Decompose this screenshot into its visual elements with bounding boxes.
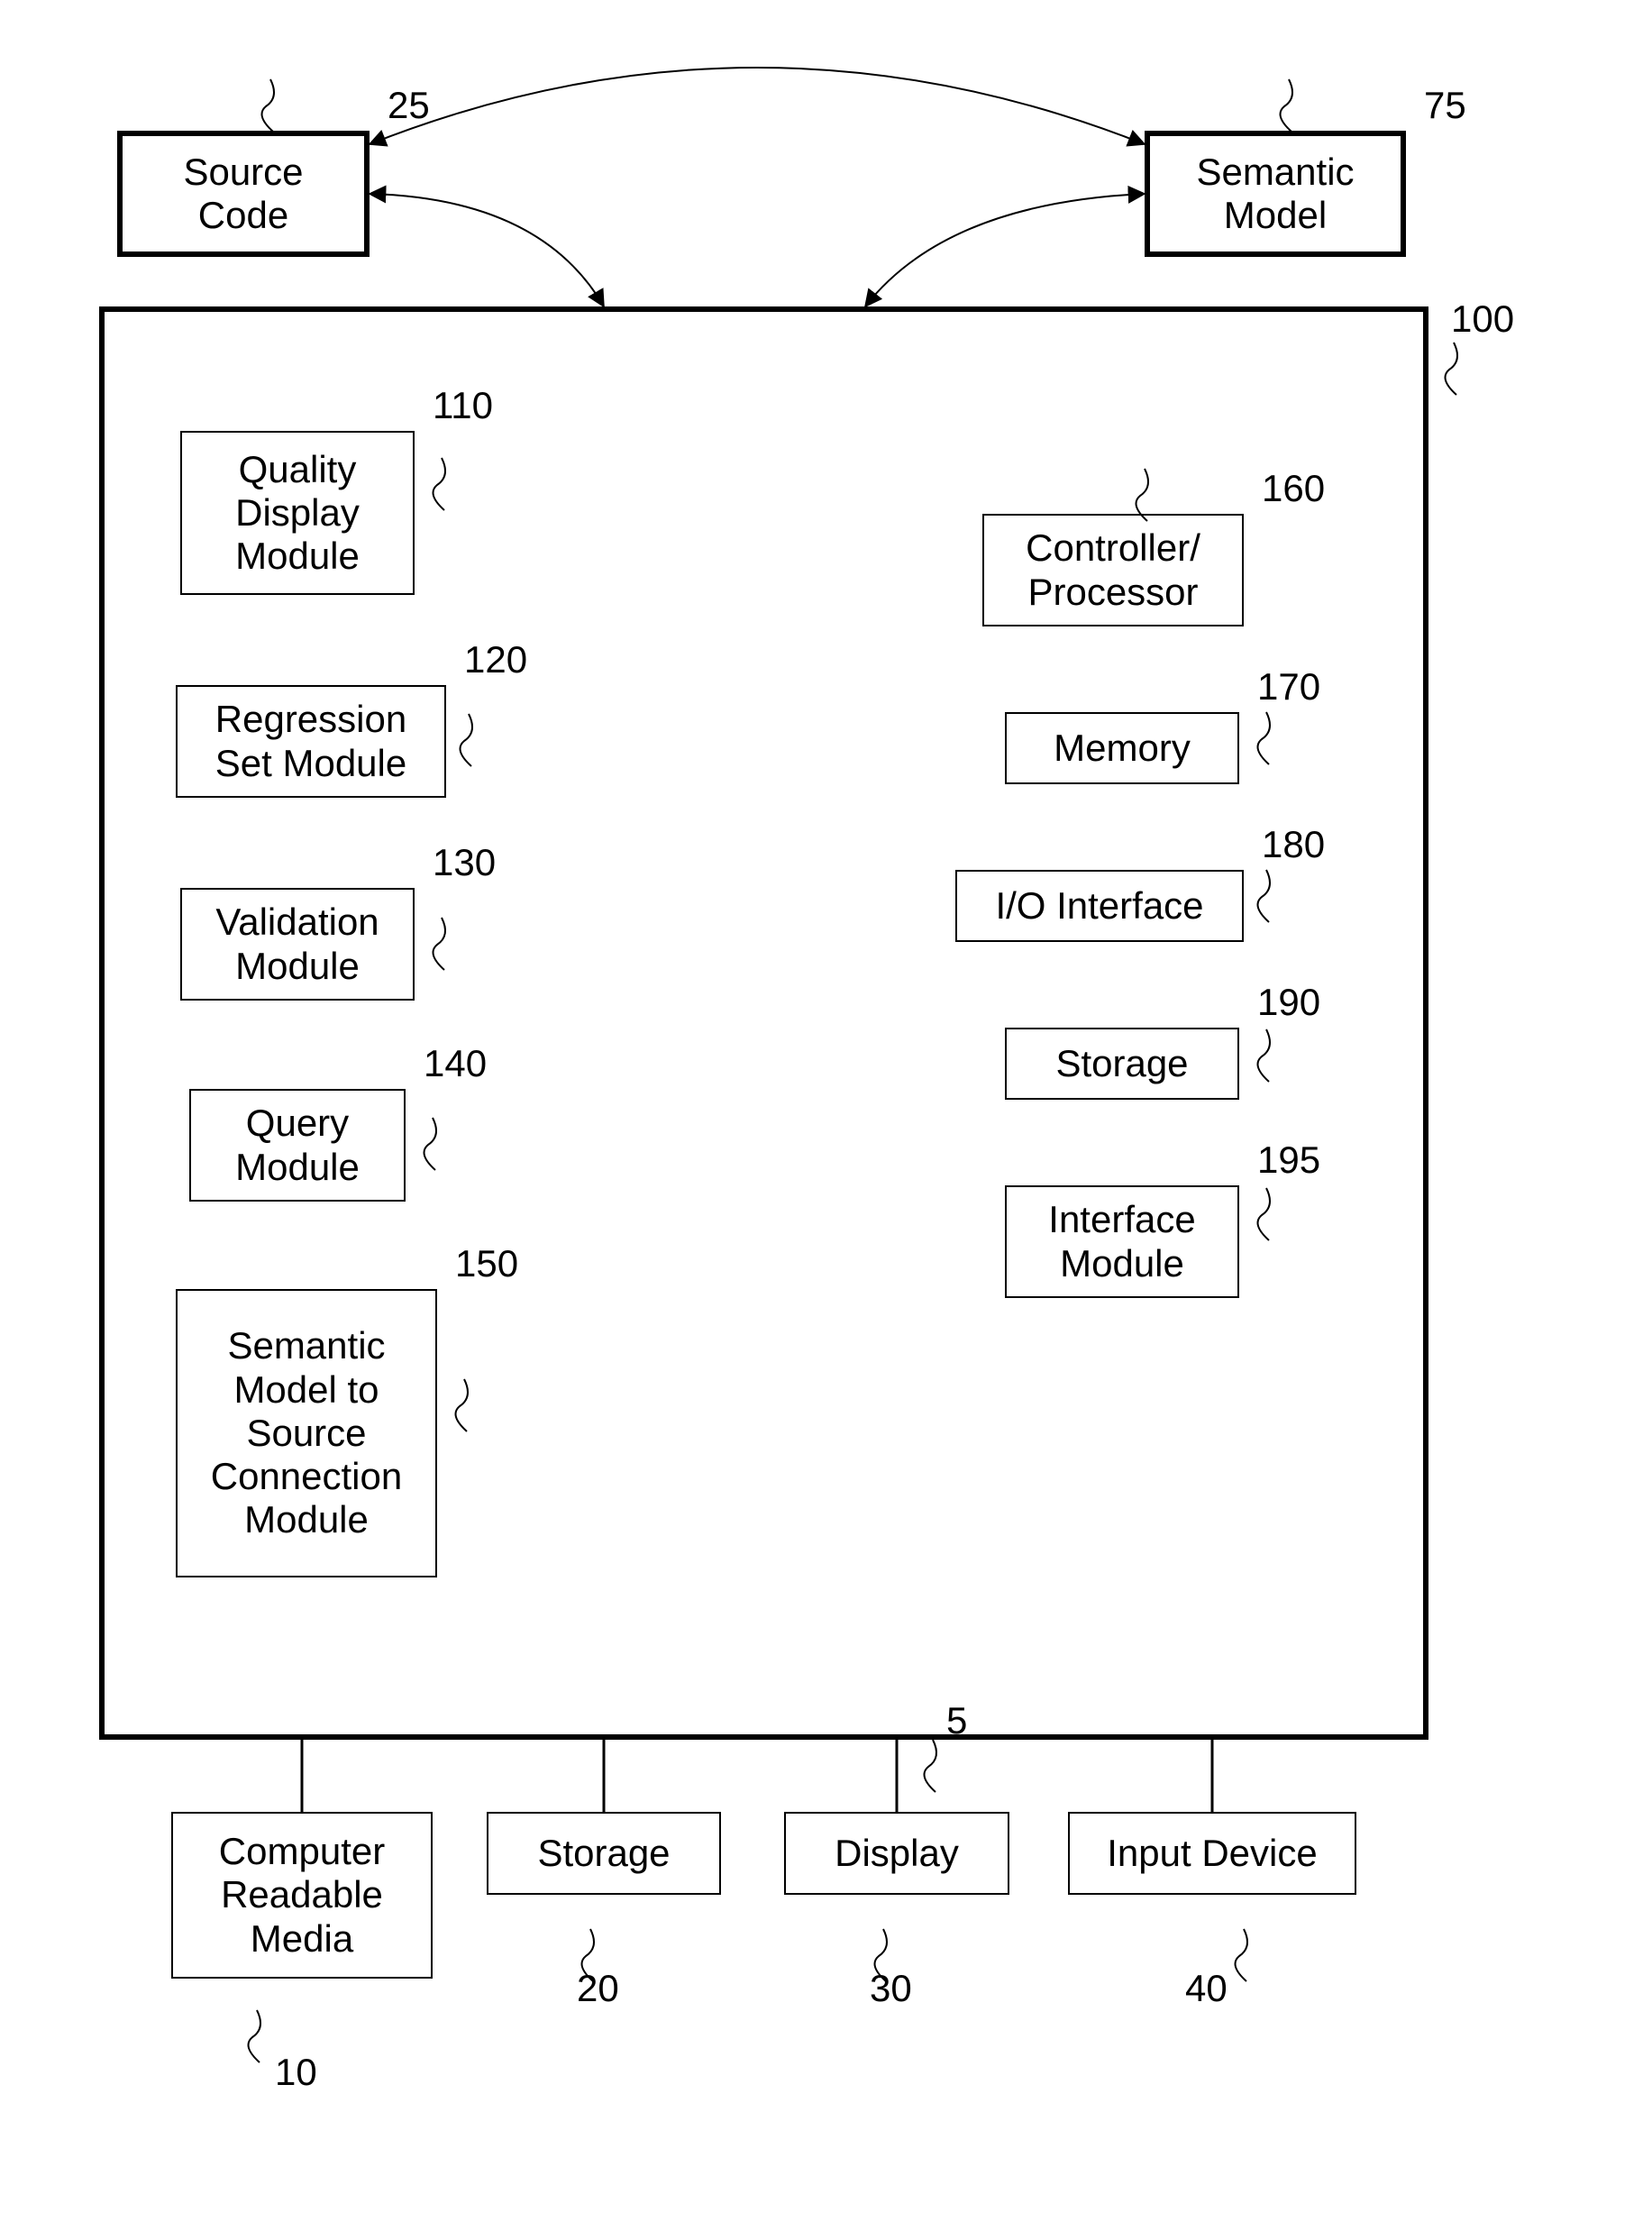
storage_inner-ref-label: 190 bbox=[1257, 981, 1320, 1024]
query-box: Query Module bbox=[189, 1089, 406, 1202]
figure-ref-5: 5 bbox=[946, 1699, 967, 1742]
sm_source_conn-box: Semantic Model to Source Connection Modu… bbox=[176, 1289, 437, 1577]
leadline-10 bbox=[249, 2010, 261, 2062]
source_code-ref-label: 25 bbox=[388, 84, 430, 127]
controller-box: Controller/ Processor bbox=[982, 514, 1244, 626]
memory-label: Memory bbox=[1054, 727, 1191, 770]
storage_outer-ref-label: 20 bbox=[577, 1967, 619, 2010]
query-label: Query Module bbox=[235, 1102, 360, 1189]
crm-ref-label: 10 bbox=[275, 2051, 317, 2094]
input_device-ref-label: 40 bbox=[1185, 1967, 1228, 2010]
semantic_model-label: Semantic Model bbox=[1196, 151, 1354, 238]
storage_outer-label: Storage bbox=[537, 1832, 670, 1875]
quality_display-box: Quality Display Module bbox=[180, 431, 415, 595]
quality_display-ref-label: 110 bbox=[433, 384, 493, 427]
leadline-25 bbox=[262, 79, 275, 132]
leadline-5 bbox=[925, 1740, 937, 1792]
system-ref-label: 100 bbox=[1451, 297, 1514, 341]
regression_set-box: Regression Set Module bbox=[176, 685, 446, 798]
interface_module-label: Interface Module bbox=[1048, 1198, 1195, 1285]
source_code-box: Source Code bbox=[117, 131, 370, 257]
regression_set-ref-label: 120 bbox=[464, 638, 527, 681]
crm-box: Computer Readable Media bbox=[171, 1812, 433, 1979]
leadline-75 bbox=[1281, 79, 1293, 132]
crm-label: Computer Readable Media bbox=[219, 1830, 385, 1961]
io_interface-ref-label: 180 bbox=[1262, 823, 1325, 866]
storage_inner-box: Storage bbox=[1005, 1028, 1239, 1100]
memory-box: Memory bbox=[1005, 712, 1239, 784]
validation-label: Validation Module bbox=[215, 901, 379, 988]
io_interface-box: I/O Interface bbox=[955, 870, 1244, 942]
storage_inner-label: Storage bbox=[1055, 1042, 1188, 1085]
sm_source_conn-ref-label: 150 bbox=[455, 1242, 518, 1285]
arc-1 bbox=[370, 194, 604, 306]
arc-2 bbox=[865, 194, 1145, 306]
sm_source_conn-label: Semantic Model to Source Connection Modu… bbox=[211, 1324, 402, 1541]
controller-label: Controller/ Processor bbox=[1026, 526, 1200, 614]
quality_display-label: Quality Display Module bbox=[235, 448, 360, 579]
validation-box: Validation Module bbox=[180, 888, 415, 1001]
input_device-box: Input Device bbox=[1068, 1812, 1356, 1895]
regression_set-label: Regression Set Module bbox=[215, 698, 406, 785]
semantic_model-box: Semantic Model bbox=[1145, 131, 1406, 257]
storage_outer-box: Storage bbox=[487, 1812, 721, 1895]
io_interface-label: I/O Interface bbox=[995, 884, 1203, 928]
interface_module-box: Interface Module bbox=[1005, 1185, 1239, 1298]
leadline-40 bbox=[1236, 1929, 1248, 1981]
arc-0 bbox=[370, 68, 1145, 144]
display-ref-label: 30 bbox=[870, 1967, 912, 2010]
interface_module-ref-label: 195 bbox=[1257, 1138, 1320, 1182]
display-box: Display bbox=[784, 1812, 1009, 1895]
validation-ref-label: 130 bbox=[433, 841, 496, 884]
leadline-100 bbox=[1446, 343, 1458, 395]
input_device-label: Input Device bbox=[1107, 1832, 1317, 1875]
controller-ref-label: 160 bbox=[1262, 467, 1325, 510]
source_code-label: Source Code bbox=[183, 151, 303, 238]
query-ref-label: 140 bbox=[424, 1042, 487, 1085]
display-label: Display bbox=[835, 1832, 959, 1875]
memory-ref-label: 170 bbox=[1257, 665, 1320, 709]
semantic_model-ref-label: 75 bbox=[1424, 84, 1466, 127]
